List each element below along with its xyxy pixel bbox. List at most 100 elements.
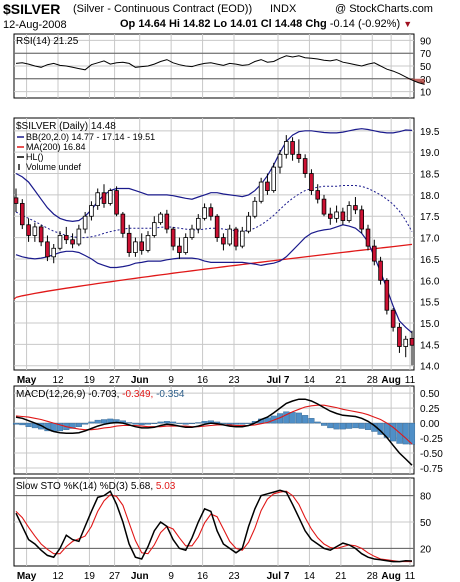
candle-body (139, 241, 144, 251)
sto-x-tick: 27 (109, 571, 121, 582)
rsi-legend: RSI(14) 21.25 (16, 36, 79, 47)
candle-body (321, 198, 327, 215)
candle-body (126, 232, 132, 253)
macd-histogram-bar (56, 422, 64, 432)
candle-body (19, 203, 25, 226)
sto-y-tick: 50 (420, 518, 432, 529)
price-x-tick: 11 (405, 375, 416, 386)
sto-legend: Slow STO %K(14) %D(3) 5.68, 5.03 (16, 481, 176, 492)
rsi-y-tick: 90 (420, 36, 432, 47)
change-label: Chg (305, 18, 327, 30)
macd-histogram-bar (88, 421, 95, 424)
low-value: 14.01 (230, 18, 258, 30)
price-x-tick: 19 (84, 375, 96, 386)
macd-y-tick: 0.25 (420, 404, 440, 415)
high-value: 14.82 (183, 18, 211, 30)
volume-legend-swatch (18, 164, 20, 170)
macd-histogram-bar (132, 422, 139, 425)
candle-body (246, 215, 251, 232)
macd-histogram-bar (138, 422, 145, 426)
macd-histogram-bar (364, 422, 372, 430)
rsi-y-tick: 70 (420, 49, 432, 60)
macd-histogram-bar (100, 419, 108, 424)
candle-body (365, 228, 371, 247)
price-y-tick: 15.5 (420, 298, 440, 309)
macd-y-tick: 0.00 (420, 419, 440, 430)
candle-body (45, 241, 50, 258)
sto-x-tick: May (17, 571, 37, 582)
close-value: 14.48 (274, 18, 303, 30)
sto-x-tick: Jun (131, 571, 149, 582)
macd-histogram-bar (339, 422, 346, 430)
macd-histogram-bar (69, 422, 76, 429)
candle-body (114, 190, 119, 215)
candle-body (371, 245, 377, 262)
watermark: @ StockCharts.com (335, 3, 433, 15)
macd-y-tick: 0.50 (420, 389, 440, 400)
price-x-tick: 27 (109, 375, 121, 386)
close-label: Cl (260, 18, 272, 30)
candle-body (340, 211, 346, 221)
symbol-title: $SILVER (3, 1, 61, 17)
macd-histogram-bar (308, 418, 315, 424)
candle-body (89, 205, 94, 217)
price-x-tick: 14 (304, 375, 316, 386)
high-label: Hi (168, 18, 180, 30)
chart-date: 12-Aug-2008 (3, 19, 67, 31)
price-y-tick: 16.0 (420, 276, 440, 287)
macd-legend-legend_macd: -0.703, (85, 389, 119, 400)
candle-body (13, 197, 19, 204)
candle-body (283, 141, 289, 155)
candle-body (164, 213, 170, 230)
sto-d-line (15, 490, 412, 563)
candle-body (95, 192, 101, 206)
macd-histogram-bar (390, 422, 397, 442)
macd-histogram-bar (163, 421, 170, 424)
candle-body (227, 228, 232, 245)
sto-x-tick: 23 (228, 571, 240, 582)
rsi-y-tick: 50 (420, 62, 432, 73)
candle-body (359, 209, 365, 230)
rsi-y-tick: 30 (420, 75, 432, 86)
price-y-tick: 17.0 (420, 234, 440, 245)
sto-x-tick: 19 (84, 571, 96, 582)
macd-histogram-bar (314, 421, 321, 424)
candle-body (51, 247, 56, 258)
macd-histogram-bar (188, 422, 196, 424)
candle-body (353, 205, 358, 211)
candle-body (334, 211, 339, 219)
chart-header: $SILVER (Silver - Continuous Contract (E… (0, 0, 460, 34)
candle-body (38, 226, 44, 243)
open-label: Op (120, 18, 136, 30)
price-x-tick: 9 (168, 375, 174, 386)
candle-body (302, 158, 308, 174)
sto-x-tick: 11 (405, 571, 416, 582)
sto-x-tick: 28 (367, 571, 379, 582)
macd-histogram-bar (75, 422, 82, 427)
macd-histogram-bar (408, 422, 416, 445)
candle-body (277, 153, 283, 168)
macd-histogram-bar (157, 421, 164, 424)
open-value: 14.64 (138, 18, 166, 30)
price-y-tick: 14.0 (420, 362, 440, 373)
price-y-tick: 14.5 (420, 340, 440, 351)
candle-body (403, 338, 409, 347)
sto-x-tick: 9 (168, 571, 174, 582)
macd-histogram-bar (19, 422, 26, 426)
bb-legend: BB(20,2.0) 14.77 - 17.14 - 19.51 (26, 132, 155, 142)
candle-body (271, 166, 277, 192)
macd-line (15, 398, 413, 466)
price-y-tick: 17.5 (420, 212, 440, 223)
candle-body (120, 213, 126, 234)
macd-histogram-bar (327, 422, 334, 429)
ohlc-row: Op 14.64 Hi 14.82 Lo 14.01 Cl 14.48 Chg … (120, 18, 412, 30)
candle-body (26, 224, 31, 236)
candle-body (327, 213, 333, 219)
macd-histogram-bar (302, 415, 309, 424)
symbol-name: (Silver - Continuous Contract (EOD)) (73, 3, 253, 15)
candle-body (57, 235, 63, 249)
macd-histogram-bar (295, 412, 302, 424)
price-y-tick: 19.0 (420, 148, 440, 159)
sto-y-tick: 80 (420, 492, 432, 503)
candle-body (239, 230, 245, 247)
